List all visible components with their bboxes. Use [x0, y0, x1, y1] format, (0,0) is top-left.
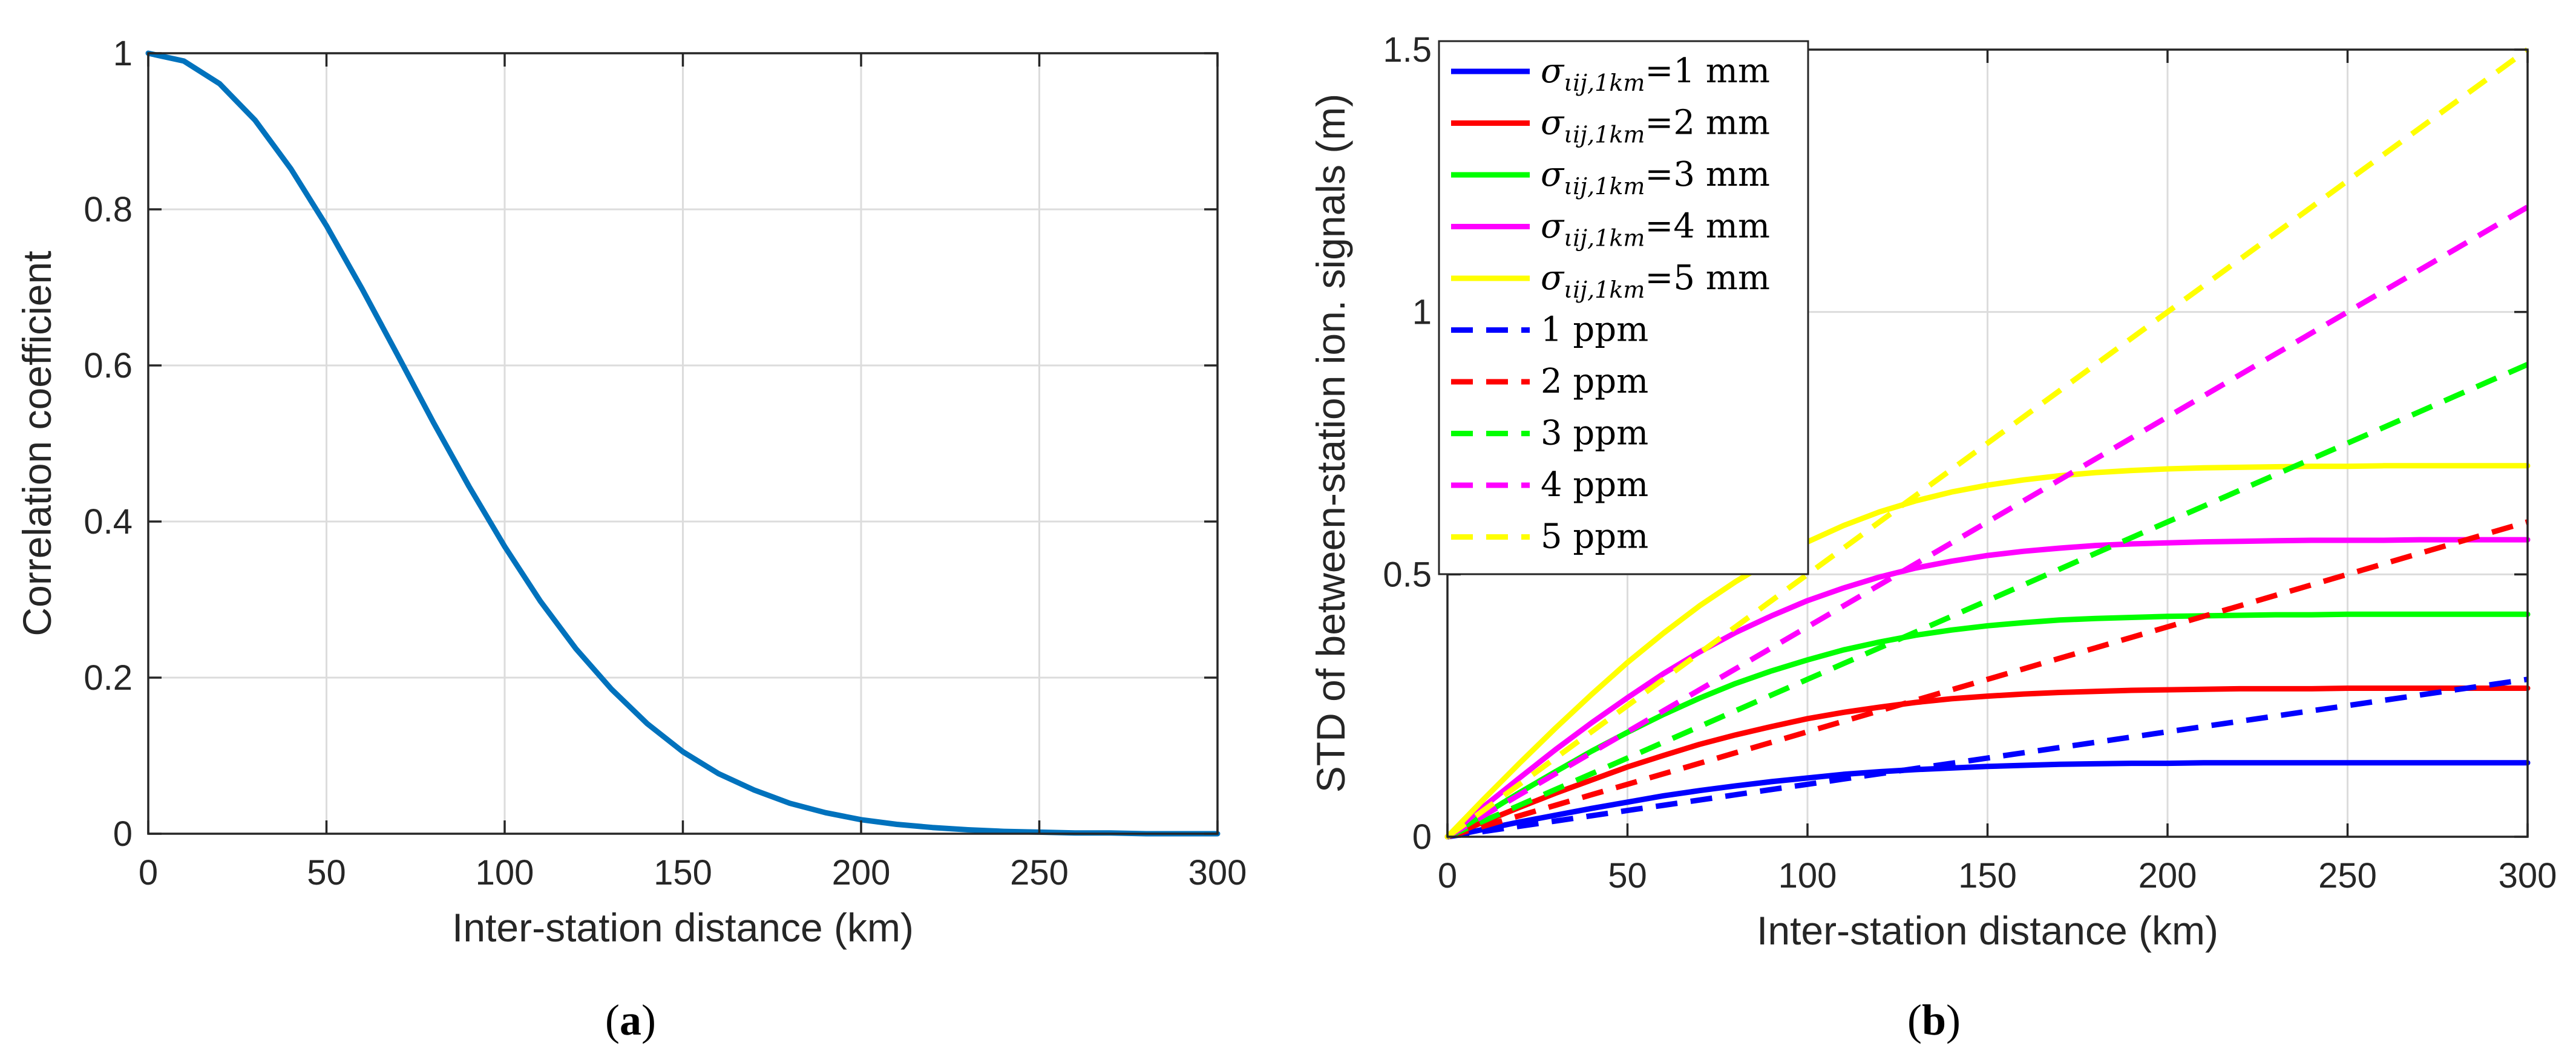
legend-entry: 3 ppm — [1541, 414, 1648, 453]
series-line-1-7 — [1446, 362, 2529, 840]
x-tick-label: 300 — [2499, 856, 2557, 895]
x-tick-label: 0 — [1438, 856, 1457, 895]
series-line-1-3 — [1444, 537, 2531, 840]
x-tick-label: 300 — [1188, 853, 1247, 892]
series-line-1-4 — [1444, 463, 2531, 840]
y-tick-label: 0.6 — [84, 346, 133, 385]
y-axis-label: Correlation coefficient — [15, 250, 59, 636]
x-tick-label: 150 — [654, 853, 712, 892]
legend-entry: σιij,1km=4 mm — [1541, 207, 1770, 252]
legend-entry: σιij,1km=1 mm — [1541, 51, 1770, 96]
series-line-1-0 — [1444, 760, 2531, 840]
legend-entry: σιij,1km=2 mm — [1541, 103, 1770, 148]
legend-entry: 4 ppm — [1541, 465, 1648, 505]
x-axis-label: Inter-station distance (km) — [1757, 908, 2218, 953]
x-tick-label: 250 — [2318, 856, 2377, 895]
y-tick-label: 0.8 — [84, 190, 133, 229]
x-tick-label: 150 — [1958, 856, 2017, 895]
panel-b-std-chart: 0 50 100 150 200 250 300 0 0.5 1 1.5 Inter-station … — [1308, 30, 2557, 953]
y-tick-label: 0.2 — [84, 658, 133, 698]
x-tick-label: 0 — [139, 853, 158, 892]
x-tick-label: 250 — [1010, 853, 1069, 892]
legend-entry: 2 ppm — [1541, 362, 1648, 401]
x-tick-label: 200 — [832, 853, 891, 892]
x-tick-label: 200 — [2138, 856, 2197, 895]
y-tick-label: 0 — [1412, 817, 1432, 857]
x-tick-label: 50 — [1608, 856, 1647, 895]
caption-a: (a) — [605, 996, 656, 1044]
series-line-1-9 — [1446, 47, 2529, 839]
caption-b: (b) — [1907, 996, 1961, 1044]
legend-entry: σιij,1km=5 mm — [1541, 258, 1770, 303]
x-tick-label: 50 — [307, 853, 346, 892]
legend-entry: 1 ppm — [1541, 310, 1648, 350]
y-tick-label: 0.5 — [1383, 555, 1432, 594]
legend-entry: 5 ppm — [1541, 517, 1648, 557]
x-tick-label: 100 — [1778, 856, 1837, 895]
panel-a-correlation-chart: 0 50 100 150 200 250 300 0 0.2 0.4 0.6 0.8 1 Inter-st… — [15, 34, 1247, 950]
y-tick-label: 1 — [113, 34, 133, 73]
y-tick-label: 0 — [113, 814, 133, 854]
series-line-1-1 — [1444, 685, 2531, 840]
y-tick-label: 1 — [1412, 293, 1432, 332]
series-line-1-2 — [1444, 611, 2531, 840]
y-tick-label: 1.5 — [1383, 30, 1432, 70]
x-axis-label: Inter-station distance (km) — [452, 905, 914, 950]
legend-entry: σιij,1km=3 mm — [1541, 155, 1770, 200]
series-line-1-5 — [1447, 676, 2528, 840]
y-axis-label: STD of between-station ion. signals (m) — [1308, 94, 1353, 793]
y-tick-label: 0.4 — [84, 502, 133, 541]
x-tick-label: 100 — [476, 853, 534, 892]
series-line-1-6 — [1446, 519, 2529, 840]
